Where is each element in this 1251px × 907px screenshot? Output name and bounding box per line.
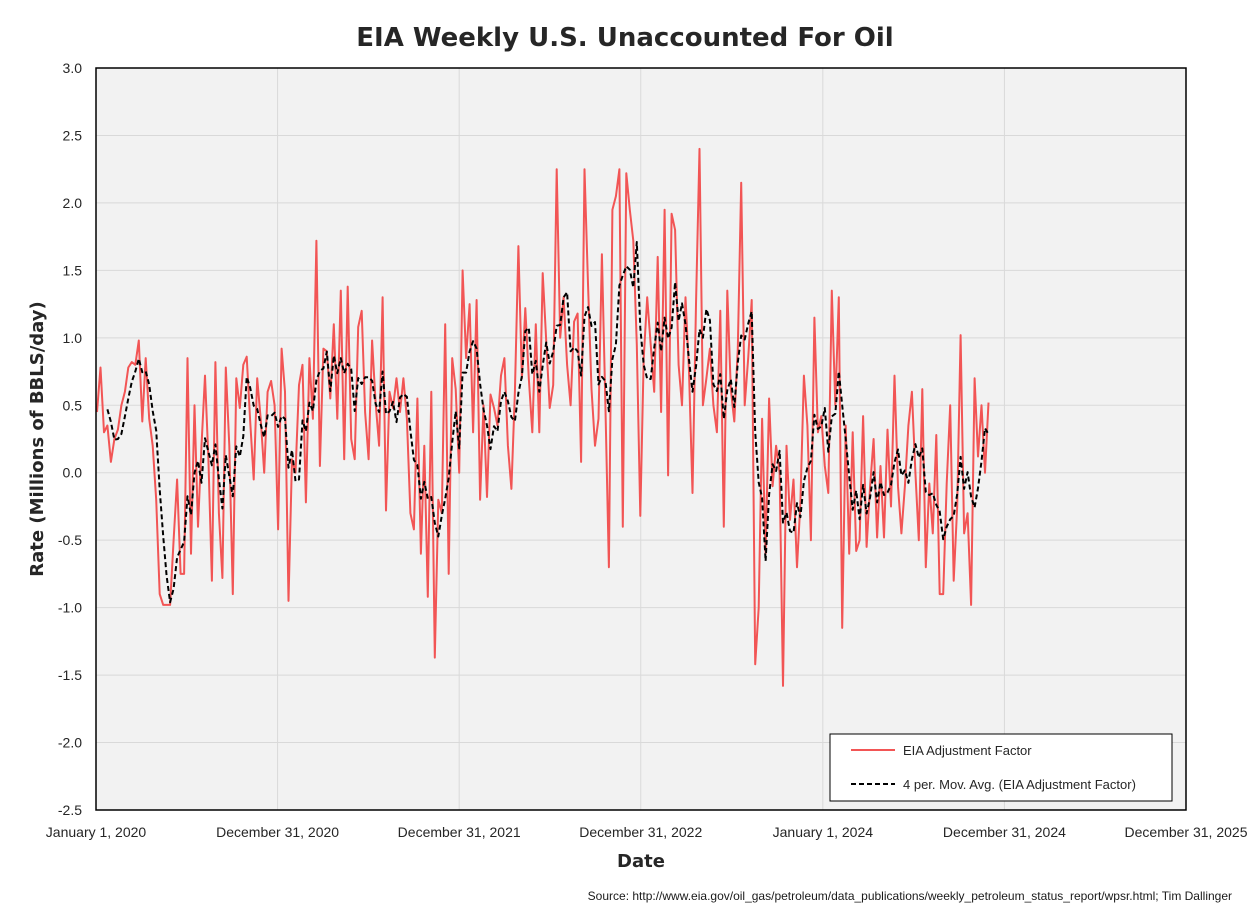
y-tick-label: -1.5 xyxy=(58,667,82,683)
chart-title: EIA Weekly U.S. Unaccounted For Oil xyxy=(356,23,893,53)
y-axis-title: Rate (Millions of BBLS/day) xyxy=(27,301,48,576)
y-tick-label: 1.5 xyxy=(63,262,83,278)
x-tick-label: December 31, 2025 xyxy=(1125,824,1248,840)
y-tick-label: 0.5 xyxy=(63,397,83,413)
legend-label-adjustment: EIA Adjustment Factor xyxy=(903,743,1032,758)
x-tick-label: January 1, 2024 xyxy=(773,824,874,840)
x-axis-title: Date xyxy=(617,851,665,872)
y-tick-label: -2.0 xyxy=(58,735,82,751)
y-tick-label: 2.0 xyxy=(63,195,83,211)
x-tick-label: January 1, 2020 xyxy=(46,824,147,840)
y-axis-tick-labels: 3.0 2.5 2.0 1.5 1.0 0.5 0.0 -0.5 -1.0 -1.5 -2.0 -2.… xyxy=(58,60,82,818)
plot-border xyxy=(95,67,1187,811)
legend: EIA Adjustment Factor 4 per. Mov. Avg. (… xyxy=(829,733,1173,802)
axes xyxy=(95,67,1187,811)
legend-box xyxy=(829,733,1173,802)
x-tick-label: December 31, 2021 xyxy=(398,824,521,840)
x-tick-label: December 31, 2022 xyxy=(579,824,702,840)
y-tick-label: -0.5 xyxy=(58,532,82,548)
source-note: Source: http://www.eia.gov/oil_gas/petro… xyxy=(588,889,1232,903)
x-tick-label: December 31, 2024 xyxy=(943,824,1066,840)
series-line-moving-average xyxy=(106,241,990,604)
y-tick-label: 2.5 xyxy=(63,127,83,143)
series-lines xyxy=(96,147,990,687)
y-tick-label: 0.0 xyxy=(63,465,83,481)
y-tick-label: 3.0 xyxy=(63,60,83,76)
x-axis-tick-labels: January 1, 2020 December 31, 2020 December… xyxy=(46,824,1248,840)
y-tick-label: -1.0 xyxy=(58,600,82,616)
legend-label-moving-avg: 4 per. Mov. Avg. (EIA Adjustment Factor) xyxy=(903,777,1136,792)
y-tick-label: 1.0 xyxy=(63,330,83,346)
x-tick-label: December 31, 2020 xyxy=(216,824,339,840)
y-tick-label: -2.5 xyxy=(58,802,82,818)
series-line-adjustment-factor xyxy=(96,147,990,687)
